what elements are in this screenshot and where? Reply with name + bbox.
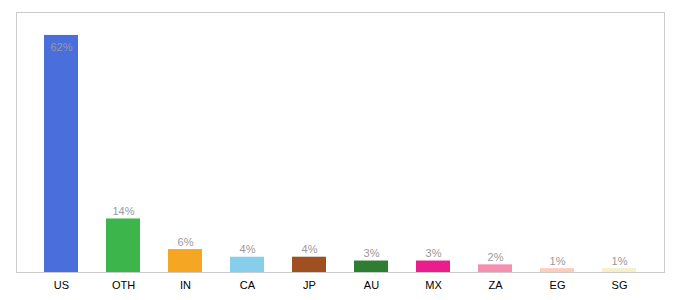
svg-text:AU: AU — [364, 279, 379, 291]
svg-text:US: US — [54, 279, 69, 291]
svg-text:14%: 14% — [112, 205, 134, 217]
svg-text:1%: 1% — [612, 255, 628, 267]
svg-text:MX: MX — [425, 279, 442, 291]
svg-text:ZA: ZA — [488, 279, 503, 291]
svg-text:62%: 62% — [50, 41, 72, 53]
svg-text:6%: 6% — [178, 236, 194, 248]
svg-text:3%: 3% — [426, 247, 442, 259]
svg-text:IN: IN — [180, 279, 191, 291]
svg-text:JP: JP — [303, 279, 316, 291]
svg-text:3%: 3% — [364, 247, 380, 259]
svg-text:1%: 1% — [550, 255, 566, 267]
svg-text:EG: EG — [550, 279, 566, 291]
svg-text:SG: SG — [612, 279, 628, 291]
svg-text:2%: 2% — [488, 251, 504, 263]
svg-text:4%: 4% — [240, 243, 256, 255]
svg-text:4%: 4% — [302, 243, 318, 255]
svg-text:CA: CA — [240, 279, 256, 291]
svg-text:OTH: OTH — [112, 279, 135, 291]
